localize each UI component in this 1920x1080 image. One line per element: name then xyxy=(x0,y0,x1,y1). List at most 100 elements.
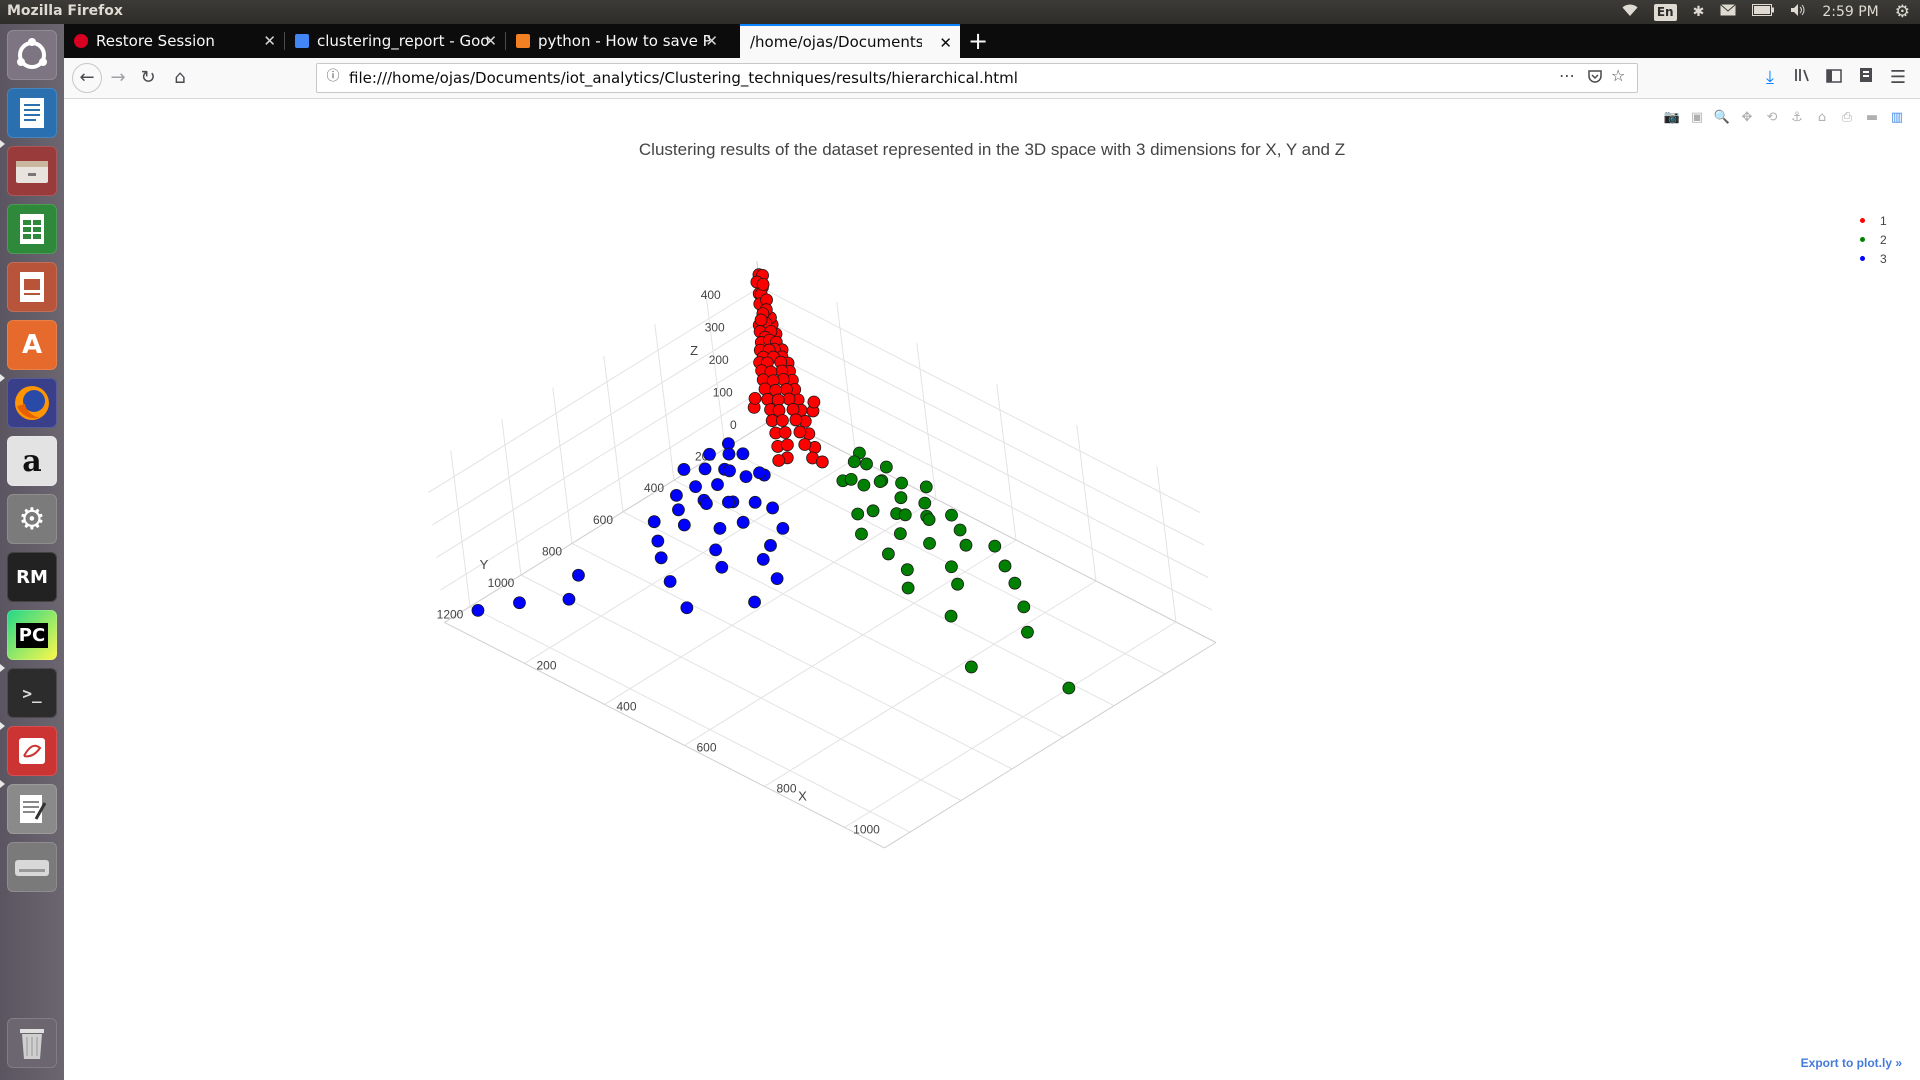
data-point-cluster-3[interactable] xyxy=(715,560,729,574)
data-point-cluster-1[interactable] xyxy=(798,438,812,451)
data-point-cluster-2[interactable] xyxy=(900,563,914,577)
data-point-cluster-2[interactable] xyxy=(898,508,912,522)
data-point-cluster-2[interactable] xyxy=(866,504,880,518)
data-point-cluster-1[interactable] xyxy=(748,391,762,405)
data-point-cluster-2[interactable] xyxy=(918,496,932,510)
data-point-cluster-3[interactable] xyxy=(753,466,766,480)
hamburger-menu-icon[interactable]: ☰ xyxy=(1889,67,1907,88)
back-button[interactable]: ← xyxy=(72,63,102,93)
data-point-cluster-2[interactable] xyxy=(857,478,871,492)
new-tab-button[interactable]: + xyxy=(967,27,989,55)
data-point-cluster-2[interactable] xyxy=(951,577,964,591)
data-point-cluster-2[interactable] xyxy=(953,523,967,537)
data-point-cluster-2[interactable] xyxy=(882,547,895,561)
data-point-cluster-2[interactable] xyxy=(895,476,908,490)
scatter3d-scene[interactable]: 200 400 600 800 1000 X 200 400 600 800 1000 1200 Y 0 1… xyxy=(64,99,1920,1080)
files-icon[interactable] xyxy=(7,146,57,196)
data-point-cluster-2[interactable] xyxy=(945,508,958,522)
extension-icon[interactable] xyxy=(1854,66,1878,90)
data-point-cluster-2[interactable] xyxy=(964,660,978,674)
data-point-cluster-2[interactable] xyxy=(1021,625,1034,639)
data-point-cluster-2[interactable] xyxy=(945,560,958,574)
data-point-cluster-1[interactable] xyxy=(772,454,786,467)
legend-item-3[interactable]: 3 xyxy=(1860,249,1887,268)
bluetooth-icon[interactable]: ✱ xyxy=(1692,4,1705,20)
data-point-cluster-2[interactable] xyxy=(894,491,908,505)
data-point-cluster-3[interactable] xyxy=(471,603,485,617)
url-bar[interactable]: ⓘ file:///home/ojas/Documents/iot_analyt… xyxy=(316,63,1638,93)
firefox-icon[interactable] xyxy=(7,378,57,428)
data-point-cluster-3[interactable] xyxy=(766,501,779,515)
zoom-icon[interactable]: 🔍 xyxy=(1713,110,1731,125)
data-point-cluster-3[interactable] xyxy=(713,521,727,535)
forward-button[interactable]: → xyxy=(110,67,126,88)
data-point-cluster-3[interactable] xyxy=(651,534,665,548)
data-point-cluster-1[interactable] xyxy=(781,438,794,452)
data-point-cluster-3[interactable] xyxy=(699,497,713,511)
data-point-cluster-2[interactable] xyxy=(988,539,1002,553)
pocket-icon[interactable] xyxy=(1587,68,1603,88)
data-point-cluster-3[interactable] xyxy=(756,552,770,566)
data-point-cluster-3[interactable] xyxy=(572,568,585,582)
data-point-cluster-2[interactable] xyxy=(851,507,865,521)
toggle-hover-icon[interactable]: ▬ xyxy=(1865,110,1879,125)
data-point-cluster-2[interactable] xyxy=(847,455,861,469)
data-point-cluster-3[interactable] xyxy=(748,495,762,509)
volume-icon[interactable] xyxy=(1790,3,1806,21)
data-point-cluster-3[interactable] xyxy=(736,447,750,461)
data-point-cluster-2[interactable] xyxy=(901,581,915,595)
tab-stackoverflow[interactable]: python - How to save Plo ✕ xyxy=(506,24,726,58)
camera-icon[interactable]: 📷 xyxy=(1663,110,1681,125)
turntable-icon[interactable]: ⚓ xyxy=(1791,110,1803,125)
data-point-cluster-3[interactable] xyxy=(770,572,784,586)
amazon-icon[interactable]: a xyxy=(7,436,57,486)
data-point-cluster-2[interactable] xyxy=(893,527,907,541)
close-tab-icon[interactable]: ✕ xyxy=(939,34,952,52)
data-point-cluster-3[interactable] xyxy=(709,543,723,557)
page-actions-icon[interactable]: ⋯ xyxy=(1559,66,1575,85)
close-tab-icon[interactable]: ✕ xyxy=(484,32,497,50)
data-point-cluster-3[interactable] xyxy=(703,447,716,461)
data-point-cluster-1[interactable] xyxy=(789,413,803,427)
data-point-cluster-2[interactable] xyxy=(844,472,858,486)
data-point-cluster-1[interactable] xyxy=(807,395,821,409)
reset-home-icon[interactable]: ⌂ xyxy=(1817,110,1827,125)
data-point-cluster-3[interactable] xyxy=(677,518,691,532)
data-point-cluster-3[interactable] xyxy=(748,595,761,609)
text-editor-icon[interactable] xyxy=(7,784,57,834)
data-point-cluster-3[interactable] xyxy=(677,463,691,476)
clock[interactable]: 2:59 PM xyxy=(1822,4,1879,20)
data-point-cluster-2[interactable] xyxy=(922,513,936,526)
data-point-cluster-3[interactable] xyxy=(654,551,668,565)
tab-hierarchical-html[interactable]: /home/ojas/Documents/io ✕ xyxy=(740,24,960,58)
software-center-icon[interactable]: A xyxy=(7,320,57,370)
trash-icon[interactable] xyxy=(7,1018,57,1068)
libreoffice-calc-icon[interactable] xyxy=(7,204,57,254)
close-tab-icon[interactable]: ✕ xyxy=(705,32,718,50)
battery-icon[interactable] xyxy=(1752,4,1775,20)
data-point-cluster-2[interactable] xyxy=(855,527,868,541)
data-point-cluster-3[interactable] xyxy=(562,592,576,606)
data-point-cluster-3[interactable] xyxy=(776,521,790,535)
data-point-cluster-3[interactable] xyxy=(723,464,736,478)
data-point-cluster-2[interactable] xyxy=(1062,681,1076,695)
data-point-cluster-3[interactable] xyxy=(711,478,724,491)
sidebar-icon[interactable] xyxy=(1822,66,1846,90)
data-point-cluster-1[interactable] xyxy=(778,426,792,439)
data-point-cluster-2[interactable] xyxy=(879,460,893,474)
system-menu-gear-icon[interactable]: ⚙ xyxy=(1894,2,1910,22)
system-settings-icon[interactable]: ⚙ xyxy=(7,494,57,544)
data-point-cluster-3[interactable] xyxy=(722,495,735,509)
data-point-cluster-2[interactable] xyxy=(873,475,887,489)
data-point-cluster-3[interactable] xyxy=(736,515,750,529)
data-point-cluster-2[interactable] xyxy=(923,536,936,550)
plotly-logo-icon[interactable]: ▥ xyxy=(1890,110,1904,125)
data-point-cluster-1[interactable] xyxy=(756,277,770,291)
libreoffice-impress-icon[interactable] xyxy=(7,262,57,312)
mail-icon[interactable] xyxy=(1720,4,1737,20)
data-point-cluster-3[interactable] xyxy=(672,503,685,517)
data-point-cluster-2[interactable] xyxy=(919,480,933,494)
export-to-plotly-link[interactable]: Export to plot.ly » xyxy=(1800,1056,1902,1070)
data-point-cluster-2[interactable] xyxy=(959,538,973,552)
draw-icon[interactable] xyxy=(7,726,57,776)
